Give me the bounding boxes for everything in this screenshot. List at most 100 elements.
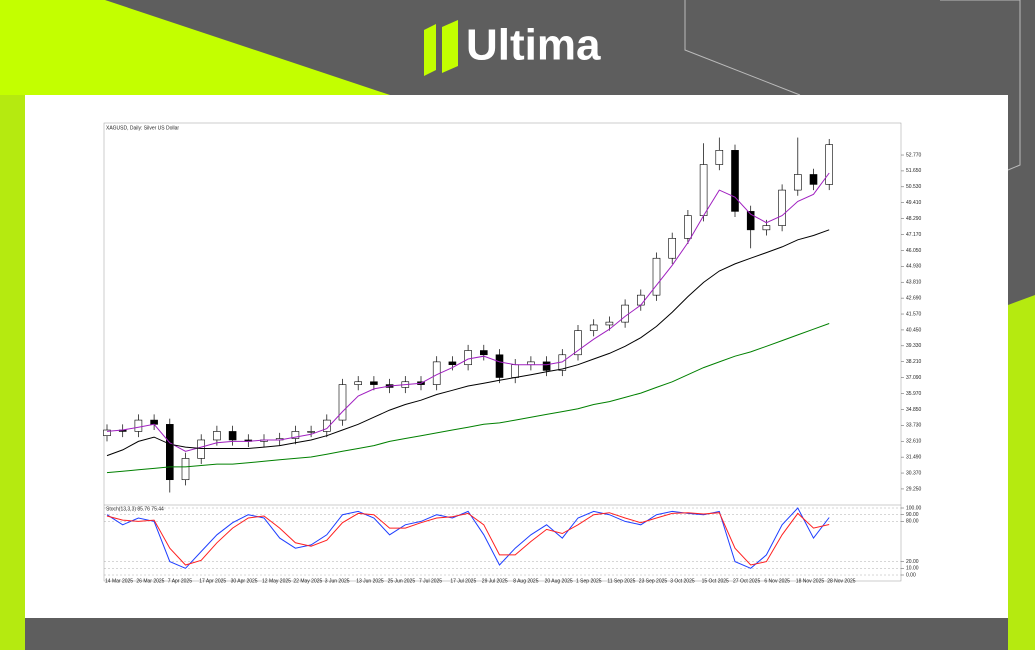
- x-tick-label: 25 Jun 2025: [388, 578, 416, 584]
- candle-body: [181, 458, 190, 481]
- candle-body: [354, 381, 363, 385]
- chart-title: XAGUSD, Daily: Silver US Dollar: [106, 125, 179, 131]
- series-line: [106, 172, 830, 452]
- y-tick-label: 44.930: [906, 264, 922, 270]
- candle-body: [605, 321, 614, 326]
- candle-body: [464, 350, 472, 366]
- x-tick-label: 6 Nov 2025: [764, 578, 790, 584]
- y-tick-label: 47.170: [906, 232, 922, 238]
- x-tick-label: 20 Aug 2025: [545, 578, 573, 584]
- candle-body: [197, 439, 205, 459]
- x-tick-label: 14 Mar 2025: [105, 578, 133, 584]
- logo-icon: [424, 24, 436, 76]
- candle-body: [715, 150, 724, 165]
- x-tick-label: 23 Sep 2025: [639, 578, 668, 584]
- logo: Ultima: [424, 20, 601, 76]
- x-tick-label: 17 Jul 2025: [450, 578, 476, 584]
- y-tick-label: 100.00: [906, 505, 922, 511]
- y-tick-label: 42.690: [906, 295, 922, 301]
- candle-body: [495, 354, 504, 378]
- candle-body: [809, 174, 818, 185]
- decor-line: [940, 0, 1021, 171]
- candle-body: [636, 294, 645, 306]
- candle-body: [668, 238, 677, 259]
- x-tick-label: 22 May 2025: [293, 578, 322, 584]
- y-tick-label: 46.050: [906, 248, 922, 254]
- y-tick-label: 10.00: [906, 566, 919, 572]
- x-tick-label: 11 Sep 2025: [607, 578, 635, 584]
- candle-body: [762, 225, 771, 231]
- y-tick-label: 30.370: [906, 470, 922, 476]
- x-tick-label: 28 Nov 2025: [827, 578, 856, 584]
- candle-body: [166, 424, 174, 481]
- candle-body: [574, 330, 582, 356]
- candle-body: [684, 215, 692, 239]
- y-tick-label: 35.970: [906, 391, 922, 397]
- candle-body: [652, 257, 661, 296]
- green-stripe: [0, 0, 390, 95]
- y-tick-label: 37.090: [906, 375, 922, 381]
- y-tick-label: 20.00: [906, 559, 919, 565]
- candle-body: [322, 419, 331, 432]
- y-tick-label: 41.570: [906, 311, 922, 317]
- candle-body: [338, 384, 347, 421]
- x-tick-label: 1 Sep 2025: [576, 578, 602, 584]
- green-side: [0, 95, 25, 650]
- x-tick-label: 13 Jun 2025: [356, 578, 384, 584]
- x-tick-label: 7 Jul 2025: [419, 578, 442, 584]
- candle-body: [370, 381, 378, 385]
- y-tick-label: 80.00: [906, 519, 919, 525]
- logo-icon: [442, 20, 458, 73]
- x-tick-label: 18 Nov 2025: [796, 578, 825, 584]
- y-tick-label: 39.330: [906, 343, 922, 349]
- candle-body: [134, 419, 143, 432]
- series-line: [106, 512, 830, 566]
- x-tick-label: 15 Oct 2025: [702, 578, 729, 584]
- y-tick-label: 50.530: [906, 184, 922, 190]
- y-tick-label: 32.610: [906, 439, 922, 445]
- plot: 29.250 30.370 31.490 32.610 33.730 34.850 35.9…: [103, 137, 922, 584]
- candle-body: [228, 431, 237, 441]
- candle-body: [699, 164, 708, 216]
- brand: Ultima: [466, 21, 601, 70]
- x-tick-label: 27 Oct 2025: [733, 578, 760, 584]
- stoch-title: Stoch(13,3,3) 85.76 75.44: [106, 506, 164, 512]
- green-side-right: [1008, 295, 1035, 650]
- candle-body: [103, 429, 111, 437]
- y-tick-label: 49.410: [906, 200, 922, 206]
- candle-body: [291, 431, 300, 439]
- candle-body: [746, 211, 755, 231]
- candle-body: [542, 361, 551, 371]
- decor-line: [684, 0, 801, 96]
- y-tick-label: 52.770: [906, 152, 922, 158]
- y-tick-label: 31.490: [906, 454, 922, 460]
- candle-body: [307, 431, 315, 433]
- y-tick-label: 0.00: [906, 572, 916, 578]
- x-tick-label: 29 Jul 2025: [482, 578, 508, 584]
- x-tick-label: 3 Jun 2025: [325, 578, 350, 584]
- x-tick-label: 7 Apr 2025: [168, 578, 192, 584]
- candle-body: [479, 350, 488, 356]
- candle-body: [448, 361, 457, 366]
- candle-body: [793, 174, 802, 191]
- y-tick-label: 34.850: [906, 407, 922, 413]
- x-tick-label: 30 Apr 2025: [231, 578, 258, 584]
- series-line: [106, 323, 830, 474]
- y-tick-label: 51.650: [906, 168, 922, 174]
- y-tick-label: 38.210: [906, 359, 922, 365]
- panel: [25, 95, 1008, 618]
- x-tick-label: 12 May 2025: [262, 578, 291, 584]
- series-line: [106, 229, 830, 457]
- candle-body: [621, 304, 629, 323]
- x-tick-label: 3 Oct 2025: [670, 578, 695, 584]
- y-tick-label: 43.810: [906, 280, 922, 286]
- y-tick-label: 48.290: [906, 216, 922, 222]
- candle-body: [511, 364, 520, 378]
- y-tick-label: 33.730: [906, 423, 922, 429]
- candle-body: [150, 419, 158, 425]
- candle-body: [731, 150, 739, 212]
- chart-frame: [103, 122, 902, 582]
- x-tick-label: 26 Mar 2025: [136, 578, 164, 584]
- candle-body: [778, 189, 786, 226]
